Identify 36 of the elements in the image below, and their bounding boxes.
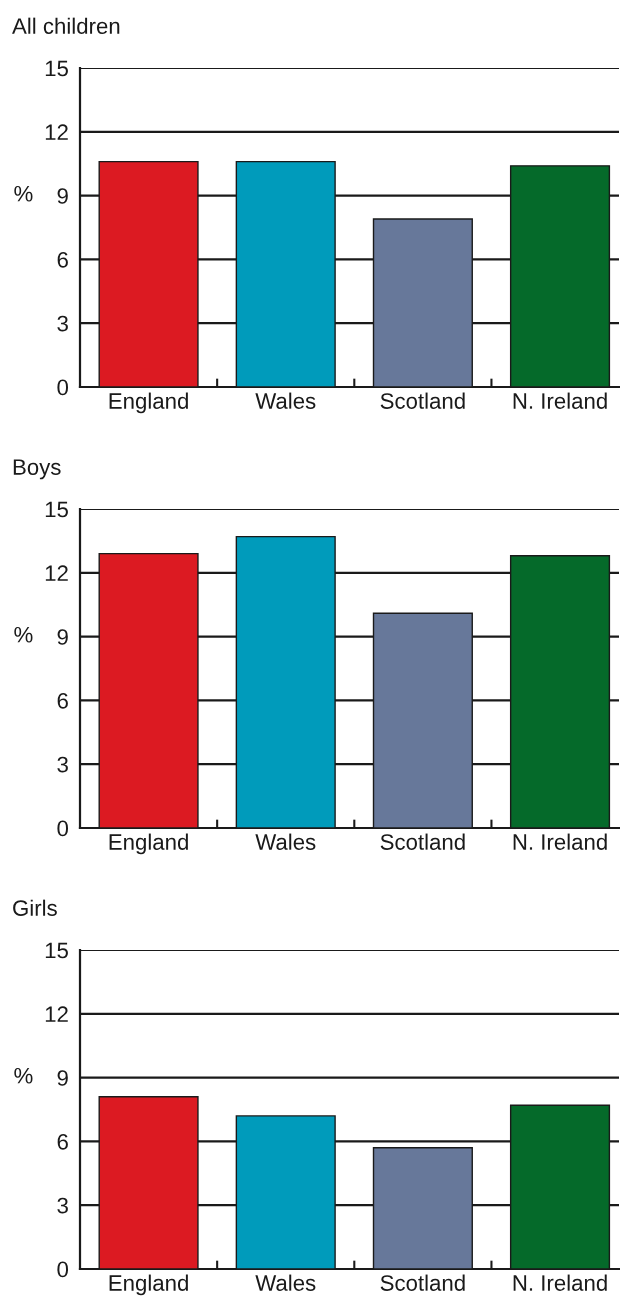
y-tick-label: 3 <box>57 1197 68 1214</box>
y-tick-label: 15 <box>45 501 68 518</box>
y-tick-label: 3 <box>57 315 68 332</box>
y-tick-label: 6 <box>57 692 68 709</box>
y-tick-label: 15 <box>45 942 68 959</box>
x-tick-label: Scotland <box>380 392 465 409</box>
x-tick-label: Wales <box>255 1274 316 1291</box>
chart-title: Boys <box>13 459 61 480</box>
x-tick-label: N. Ireland <box>513 1274 607 1291</box>
x-tick-label: N. Ireland <box>513 833 607 850</box>
y-tick-label: 0 <box>57 820 69 837</box>
chart-title: Girls <box>13 899 57 916</box>
y-tick-label: 12 <box>45 565 68 581</box>
x-tick-label: Wales <box>255 833 316 850</box>
y-tick-label: 6 <box>57 1133 68 1150</box>
y-tick-label: 3 <box>57 756 68 773</box>
y-tick-label: 0 <box>57 1261 69 1278</box>
y-tick-label: 15 <box>45 60 68 77</box>
y-tick-label: 12 <box>45 124 68 140</box>
x-tick-label: Scotland <box>380 833 465 850</box>
y-tick-label: 12 <box>45 1006 68 1022</box>
y-axis-title: % <box>14 626 33 643</box>
y-tick-label: 6 <box>57 251 68 268</box>
y-axis-title: % <box>14 185 33 202</box>
y-tick-label: 9 <box>57 188 68 204</box>
x-tick-label: Scotland <box>380 1274 465 1291</box>
x-tick-label: England <box>109 1274 188 1296</box>
x-tick-label: Wales <box>255 392 316 409</box>
y-tick-label: 0 <box>57 379 69 396</box>
y-tick-label: 9 <box>57 629 68 645</box>
y-tick-label: 9 <box>57 1070 68 1086</box>
x-tick-label: N. Ireland <box>513 392 607 409</box>
y-axis-title: % <box>14 1067 33 1084</box>
x-tick-label: England <box>109 833 188 855</box>
x-tick-label: England <box>109 392 188 414</box>
chart-title: All children <box>12 17 120 34</box>
